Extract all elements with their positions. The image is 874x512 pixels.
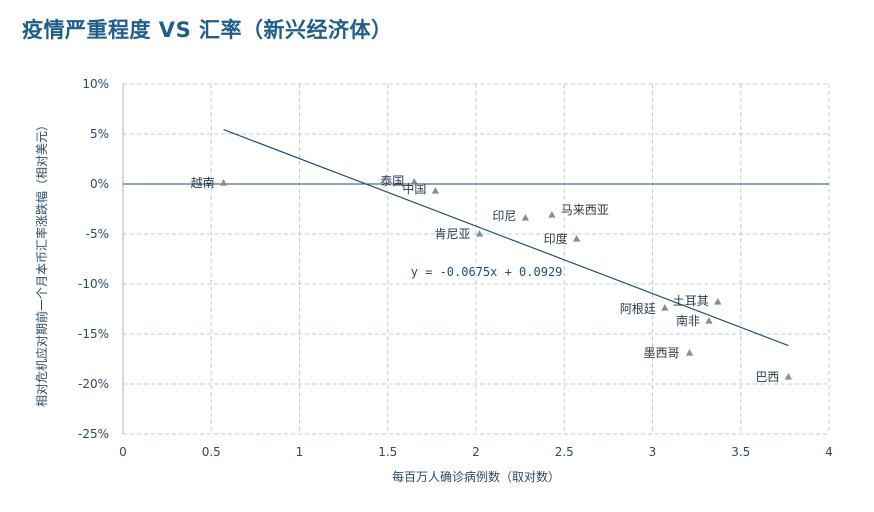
- data-point-marker: [475, 230, 484, 237]
- data-point-label: 中国: [402, 181, 426, 196]
- data-point-label: 肯尼亚: [435, 227, 471, 241]
- data-point-label: 阿根廷: [620, 302, 656, 316]
- y-tick-label: 5%: [90, 127, 109, 141]
- trendline-equation: y = -0.0675x + 0.0929: [411, 265, 563, 279]
- y-tick-label: -10%: [78, 277, 109, 291]
- x-tick-label: 1: [296, 445, 304, 459]
- x-axis-title: 每百万人确诊病例数（取对数）: [392, 469, 560, 484]
- data-point-label: 巴西: [755, 370, 779, 384]
- data-point-marker: [714, 298, 722, 305]
- data-point-marker: [548, 211, 556, 218]
- chart-title: 疫情严重程度 VS 汇率（新兴经济体）: [22, 18, 393, 42]
- x-tick-label: 3: [649, 445, 657, 459]
- y-axis-title: 相对危机应对期前一个月本币汇率涨跌幅（相对美元）: [34, 119, 49, 407]
- data-point-marker: [784, 373, 793, 380]
- y-tick-label: -5%: [86, 227, 109, 241]
- data-point-marker: [410, 178, 418, 185]
- data-point-label: 南非: [676, 313, 700, 328]
- data-point-label: 泰国: [380, 174, 404, 188]
- data-point-label: 越南: [191, 175, 215, 190]
- data-point-marker: [685, 349, 694, 356]
- data-point-label: 印度: [544, 231, 568, 246]
- data-point-marker: [431, 187, 440, 194]
- axes: 10% 5% 0% -5% -10% -15% -20% -25% 0 0.5 1 1.5 2 2.5 3 3…: [78, 77, 833, 459]
- x-tick-label: 2: [472, 445, 480, 459]
- trendline-group: y = -0.0675x + 0.0929: [223, 129, 789, 347]
- x-tick-label: 0: [119, 445, 127, 459]
- y-tick-label: -20%: [78, 377, 109, 391]
- y-tick-label: 0%: [90, 177, 109, 191]
- x-tick-label: 0.5: [202, 445, 221, 459]
- data-point-marker: [521, 214, 530, 221]
- data-point-label: 马来西亚: [561, 203, 609, 217]
- trendline: [223, 129, 789, 347]
- data-point-marker: [661, 304, 669, 311]
- y-tick-label: 10%: [82, 77, 109, 91]
- data-point-label: 墨西哥: [644, 346, 680, 360]
- x-tick-label: 3.5: [731, 445, 750, 459]
- data-point-label: 土耳其: [673, 294, 709, 308]
- data-point-marker: [220, 179, 228, 186]
- data-point-marker: [705, 317, 713, 324]
- x-tick-label: 1.5: [378, 445, 397, 459]
- y-tick-label: -15%: [78, 327, 109, 341]
- x-tick-label: 4: [825, 445, 833, 459]
- y-tick-label: -25%: [78, 427, 109, 441]
- data-point-label: 印尼: [492, 209, 516, 223]
- data-point-marker: [573, 235, 581, 242]
- grid: [123, 83, 830, 435]
- x-tick-label: 2.5: [555, 445, 574, 459]
